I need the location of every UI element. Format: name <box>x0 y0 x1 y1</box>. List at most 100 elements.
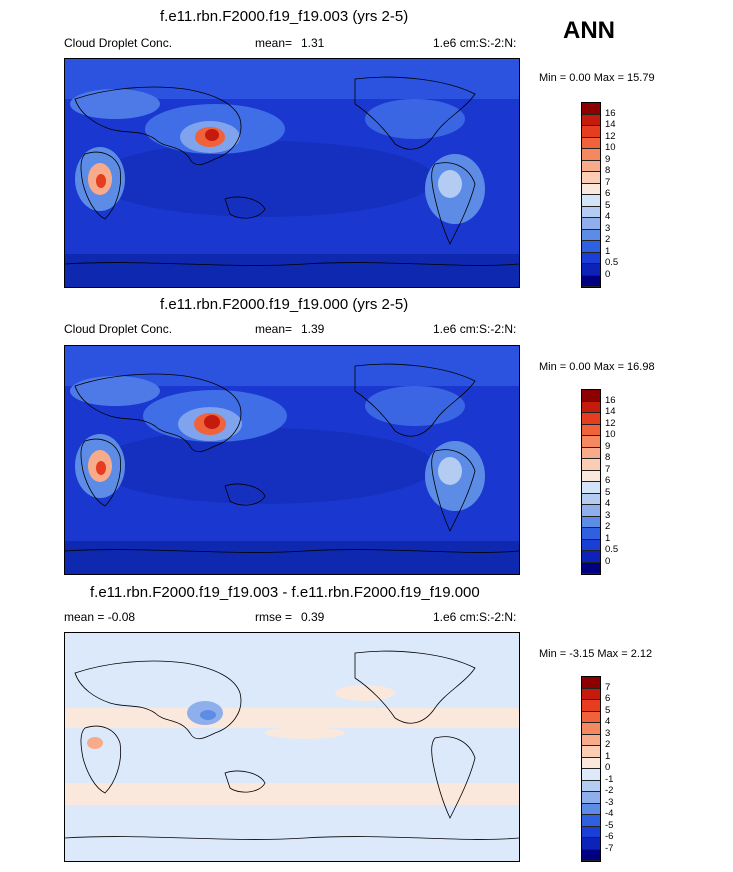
colorbar-label: 7 <box>605 681 611 693</box>
colorbar-label: 4 <box>605 716 611 727</box>
colorbar-swatch <box>582 229 600 241</box>
colorbar-label: 6 <box>605 188 611 199</box>
panel-3-stat-label: rmse = <box>255 610 293 624</box>
colorbar-label: 5 <box>605 704 611 716</box>
colorbar-swatch <box>582 103 600 115</box>
colorbar-swatch <box>582 206 600 218</box>
panel-1-units: 1.e6 cm:S:-2:N: <box>433 36 517 50</box>
panel-2-colorbar-swatches <box>581 389 601 575</box>
colorbar-swatch <box>582 516 600 528</box>
panel-3-colorbar-swatches <box>581 676 601 862</box>
colorbar-label: 3 <box>605 222 611 234</box>
colorbar-swatch <box>582 195 600 207</box>
colorbar-label: 16 <box>605 107 616 119</box>
panel-1-map <box>64 58 520 288</box>
panel-1-stat-value: 1.31 <box>301 36 325 50</box>
colorbar-label: 3 <box>605 727 611 739</box>
panel-2-units: 1.e6 cm:S:-2:N: <box>433 322 517 336</box>
colorbar-swatch <box>582 126 600 138</box>
colorbar-swatch <box>582 459 600 471</box>
colorbar-label: 2 <box>605 234 611 245</box>
colorbar-swatch <box>582 826 600 838</box>
colorbar-swatch <box>582 264 600 276</box>
colorbar-swatch <box>582 562 600 574</box>
colorbar-label: 0.5 <box>605 257 619 268</box>
panel-3-map <box>64 632 520 862</box>
colorbar-swatch <box>582 241 600 253</box>
colorbar-label: -7 <box>605 842 614 854</box>
colorbar-label: 16 <box>605 394 616 406</box>
colorbar-swatch <box>582 172 600 184</box>
colorbar-swatch <box>582 849 600 861</box>
colorbar-label: 4 <box>605 498 611 509</box>
colorbar-swatch <box>582 757 600 769</box>
colorbar-label: 6 <box>605 693 611 704</box>
colorbar-swatch <box>582 815 600 827</box>
colorbar-label: 2 <box>605 521 611 532</box>
colorbar-swatch <box>582 413 600 425</box>
colorbar-label: -2 <box>605 785 614 796</box>
colorbar-swatch <box>582 493 600 505</box>
colorbar-label: 3 <box>605 509 611 521</box>
colorbar-label: 10 <box>605 142 616 153</box>
colorbar-label: 1 <box>605 532 611 544</box>
colorbar-label: -1 <box>605 773 614 785</box>
panel-1-title: f.e11.rbn.F2000.f19_f19.003 (yrs 2-5) <box>160 8 409 25</box>
colorbar-swatch <box>582 688 600 700</box>
colorbar-label: 0.5 <box>605 544 619 555</box>
colorbar-swatch <box>582 528 600 540</box>
season-label: ANN <box>563 17 615 44</box>
colorbar-swatch <box>582 734 600 746</box>
colorbar-label: 4 <box>605 211 611 222</box>
panel-3-map-field <box>65 633 519 861</box>
colorbar-swatch <box>582 401 600 413</box>
colorbar-label: -6 <box>605 831 614 842</box>
panel-3-title: f.e11.rbn.F2000.f19_f19.003 - f.e11.rbn.… <box>90 584 480 601</box>
panel-2-minmax: Min = 0.00 Max = 16.98 <box>539 361 655 373</box>
colorbar-label: 7 <box>605 176 611 188</box>
colorbar-label: -3 <box>605 796 614 808</box>
panel-2-stat-label: mean= <box>255 322 293 336</box>
colorbar-label: 7 <box>605 463 611 475</box>
colorbar-label: 14 <box>605 119 616 130</box>
colorbar-swatch <box>582 436 600 448</box>
panel-2-variable-label: Cloud Droplet Conc. <box>64 322 173 336</box>
colorbar-swatch <box>582 482 600 494</box>
colorbar-label: 0 <box>605 268 611 280</box>
colorbar-swatch <box>582 803 600 815</box>
colorbar-label: 12 <box>605 417 616 429</box>
colorbar-swatch <box>582 470 600 482</box>
colorbar-label: 0 <box>605 555 611 567</box>
panel-2-map <box>64 345 520 575</box>
colorbar-swatch <box>582 275 600 287</box>
colorbar-label: -4 <box>605 808 614 819</box>
colorbar-swatch <box>582 160 600 172</box>
colorbar-swatch <box>582 390 600 402</box>
colorbar-label: 8 <box>605 165 611 176</box>
panel-3-minmax: Min = -3.15 Max = 2.12 <box>539 648 653 660</box>
colorbar-label: 1 <box>605 750 611 762</box>
panel-2-map-field <box>65 346 519 574</box>
colorbar-label: 2 <box>605 739 611 750</box>
colorbar-swatch <box>582 780 600 792</box>
colorbar-swatch <box>582 183 600 195</box>
colorbar-label: -5 <box>605 819 614 831</box>
colorbar-swatch <box>582 505 600 517</box>
colorbar-swatch <box>582 700 600 712</box>
colorbar-swatch <box>582 252 600 264</box>
colorbar-swatch <box>582 218 600 230</box>
panel-2-stat-value: 1.39 <box>301 322 325 336</box>
panel-2-title: f.e11.rbn.F2000.f19_f19.000 (yrs 2-5) <box>160 296 409 313</box>
colorbar-swatch <box>582 447 600 459</box>
colorbar-label: 9 <box>605 153 611 165</box>
panel-3-stat-value: 0.39 <box>301 610 325 624</box>
colorbar-swatch <box>582 792 600 804</box>
colorbar-swatch <box>582 149 600 161</box>
colorbar-label: 1 <box>605 245 611 257</box>
colorbar-label: 5 <box>605 486 611 498</box>
colorbar-swatch <box>582 723 600 735</box>
colorbar-swatch <box>582 677 600 689</box>
colorbar-label: 12 <box>605 130 616 142</box>
colorbar-label: 5 <box>605 199 611 211</box>
colorbar-swatch <box>582 838 600 850</box>
